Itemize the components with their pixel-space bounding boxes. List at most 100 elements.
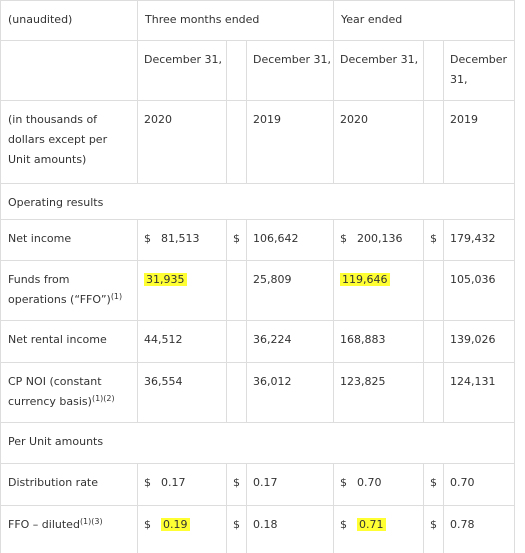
currency: $ [233,518,240,531]
units-label: (in thousands of dollars except per Unit… [8,113,108,166]
table-cell: 106,642 [245,219,335,261]
value: 0.17 [253,476,278,489]
header-label: Year ended [341,13,403,26]
value: 168,883 [340,333,386,346]
footnote-ref: (1)(2) [91,394,115,403]
table-cell: December 31, [245,40,335,101]
table-cell: $ [423,219,445,261]
table-row: FFO – diluted(1)(3) $0.19 $0.18 $0.71 $0.78 [0,505,516,553]
table-cell: 44,512 [137,320,227,363]
table-cell [226,320,247,363]
table-cell [423,362,445,423]
table-cell: FFO – diluted(1)(3) [0,505,138,553]
column-header: 2019 [253,113,281,126]
value: 0.70 [450,476,475,489]
table-cell [226,100,247,184]
column-header: December 31, [450,53,508,86]
table-cell [226,40,247,101]
row-label: Operating results [8,196,104,209]
table-cell: $0.19 [137,505,227,553]
table-cell: 31,935 [137,260,227,321]
table-cell: 2019 [443,100,516,184]
table-cell: Per Unit amounts [0,422,516,464]
row-label: CP NOI (constant currency basis) [8,375,102,408]
table-cell: $ [423,463,445,506]
table-cell: 168,883 [333,320,425,363]
table-cell: CP NOI (constant currency basis)(1)(2) [0,362,138,423]
table-cell: Three months ended [136,0,335,41]
currency: $ [144,232,151,245]
table-row: Net income $81,513 $106,642 $200,136 $179,43… [0,219,516,261]
table-row: Per Unit amounts [0,422,516,464]
table-cell: 2020 [137,100,227,184]
table-cell: $ [226,219,247,261]
table-cell: December 31, [443,40,516,101]
table-cell [423,320,445,363]
currency: $ [430,476,438,489]
value: 0.17 [161,476,186,489]
value: 179,432 [450,232,496,245]
table-cell: $ [226,505,247,553]
value: 123,825 [340,375,386,388]
value: 200,136 [357,232,403,245]
value: 106,642 [253,232,299,245]
table-cell: 36,554 [137,362,227,423]
currency: $ [340,518,348,531]
column-header: 2019 [450,113,479,126]
table-cell: 123,825 [333,362,425,423]
table-cell: 2019 [245,100,335,184]
value: 105,036 [450,273,496,286]
table-cell [423,260,445,321]
column-header: 2020 [340,113,369,126]
table-cell: $0.71 [333,505,425,553]
column-header: December 31, [253,53,332,66]
column-header: December 31, [144,53,223,66]
currency: $ [144,518,151,531]
column-header: December 31, [340,53,419,66]
value: 31,935 [144,273,187,286]
row-label: Funds from operations (“FFO”) [8,273,111,306]
header-label: (unaudited) [8,13,73,26]
table-cell: 124,131 [443,362,516,423]
header-label: Three months ended [145,13,260,26]
table-cell: 36,224 [245,320,335,363]
table-cell: (in thousands of dollars except per Unit… [0,100,138,184]
table-cell: 36,012 [245,362,335,423]
row-label: Distribution rate [8,476,99,489]
currency: $ [430,232,438,245]
table-cell: Net rental income [0,320,138,363]
value: 0.78 [450,518,475,531]
value: 44,512 [144,333,183,346]
column-header: 2020 [144,113,172,126]
table-cell: Distribution rate [0,463,138,506]
table-cell: $0.70 [333,463,425,506]
table-cell: (unaudited) [0,0,138,41]
row-label: Net income [8,232,72,245]
table-cell: 119,646 [333,260,425,321]
table-cell: 139,026 [443,320,516,363]
table-row: Operating results [0,183,516,220]
table-cell [423,40,445,101]
table-cell: Net income [0,219,138,261]
currency: $ [144,476,151,489]
footnote-ref: (1) [110,292,123,301]
table-cell [226,260,247,321]
table-row: December 31, December 31, December 31, Dece… [0,40,516,101]
currency: $ [233,476,240,489]
table-cell: $ [423,505,445,553]
table-cell: Year ended [333,0,516,41]
value: 119,646 [340,273,390,286]
table-cell: $ [226,463,247,506]
table-row: Distribution rate $0.17 $0.17 $0.70 $0.70 [0,463,516,506]
table-row: Net rental income 44,512 36,224 168,883 139,… [0,320,516,363]
value: 139,026 [450,333,496,346]
table-row: CP NOI (constant currency basis)(1)(2) 36… [0,362,516,423]
value: 0.70 [357,476,382,489]
value: 0.71 [357,518,386,531]
table-cell: December 31, [333,40,425,101]
table-row: (in thousands of dollars except per Unit… [0,100,516,184]
table-cell: 25,809 [245,260,335,321]
table-cell: 105,036 [443,260,516,321]
